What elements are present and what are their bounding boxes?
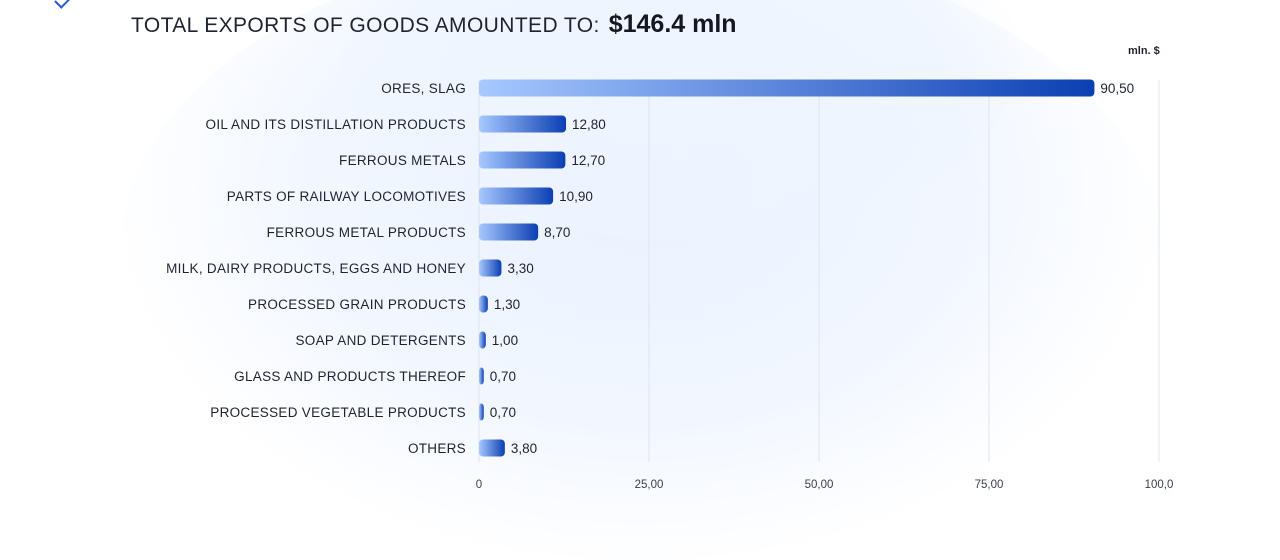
category-label: PARTS OF RAILWAY LOCOMOTIVES bbox=[227, 189, 466, 204]
value-label: 12,70 bbox=[571, 153, 605, 168]
category-label: MILK, DAIRY PRODUCTS, EGGS AND HONEY bbox=[166, 261, 466, 276]
x-tick-label: 75,00 bbox=[975, 479, 1004, 491]
bar bbox=[479, 115, 567, 133]
bar bbox=[479, 367, 484, 385]
x-tick-label: 0 bbox=[476, 479, 482, 491]
bars-layer bbox=[479, 79, 1095, 457]
value-label: 1,00 bbox=[492, 333, 518, 348]
bar bbox=[479, 79, 1095, 97]
value-label: 0,70 bbox=[490, 405, 516, 420]
bar-chart: 0 25,00 50,00 75,00 100,0 ORES, SLAG 90,50 OIL … bbox=[166, 79, 1173, 491]
category-label: GLASS AND PRODUCTS THEREOF bbox=[234, 369, 466, 384]
value-label: 3,80 bbox=[511, 441, 537, 456]
bar bbox=[479, 187, 554, 205]
value-label: 90,50 bbox=[1100, 81, 1134, 96]
bar bbox=[479, 439, 505, 457]
bar bbox=[479, 295, 488, 313]
value-label: 3,30 bbox=[507, 261, 533, 276]
bar bbox=[479, 259, 502, 277]
chart-title: TOTAL EXPORTS OF GOODS AMOUNTED TO: $146… bbox=[131, 10, 737, 39]
unit-label: mln. $ bbox=[1128, 45, 1160, 57]
x-tick-label: 100,0 bbox=[1145, 479, 1174, 491]
category-label: SOAP AND DETERGENTS bbox=[296, 333, 467, 348]
value-label: 1,30 bbox=[494, 297, 520, 312]
chart-title-amount: $146.4 mln bbox=[608, 10, 737, 38]
category-label: OIL AND ITS DISTILLATION PRODUCTS bbox=[206, 117, 466, 132]
value-label: 12,80 bbox=[572, 117, 606, 132]
category-label: FERROUS METALS bbox=[339, 153, 466, 168]
value-label: 10,90 bbox=[559, 189, 593, 204]
value-label: 8,70 bbox=[544, 225, 570, 240]
bar bbox=[479, 223, 539, 241]
chart-title-text: TOTAL EXPORTS OF GOODS AMOUNTED TO: bbox=[131, 14, 600, 37]
category-label: ORES, SLAG bbox=[381, 81, 466, 96]
bar bbox=[479, 151, 566, 169]
labels-layer: 0 25,00 50,00 75,00 100,0 ORES, SLAG 90,50 OIL … bbox=[166, 81, 1173, 491]
x-tick-label: 50,00 bbox=[805, 479, 834, 491]
category-label: OTHERS bbox=[408, 441, 466, 456]
category-label: PROCESSED GRAIN PRODUCTS bbox=[248, 297, 466, 312]
x-tick-label: 25,00 bbox=[635, 479, 664, 491]
bar bbox=[479, 331, 486, 349]
grid-layer bbox=[478, 80, 1160, 462]
category-label: FERROUS METAL PRODUCTS bbox=[267, 225, 466, 240]
bar bbox=[479, 403, 484, 421]
value-label: 0,70 bbox=[490, 369, 516, 384]
category-label: PROCESSED VEGETABLE PRODUCTS bbox=[210, 405, 466, 420]
